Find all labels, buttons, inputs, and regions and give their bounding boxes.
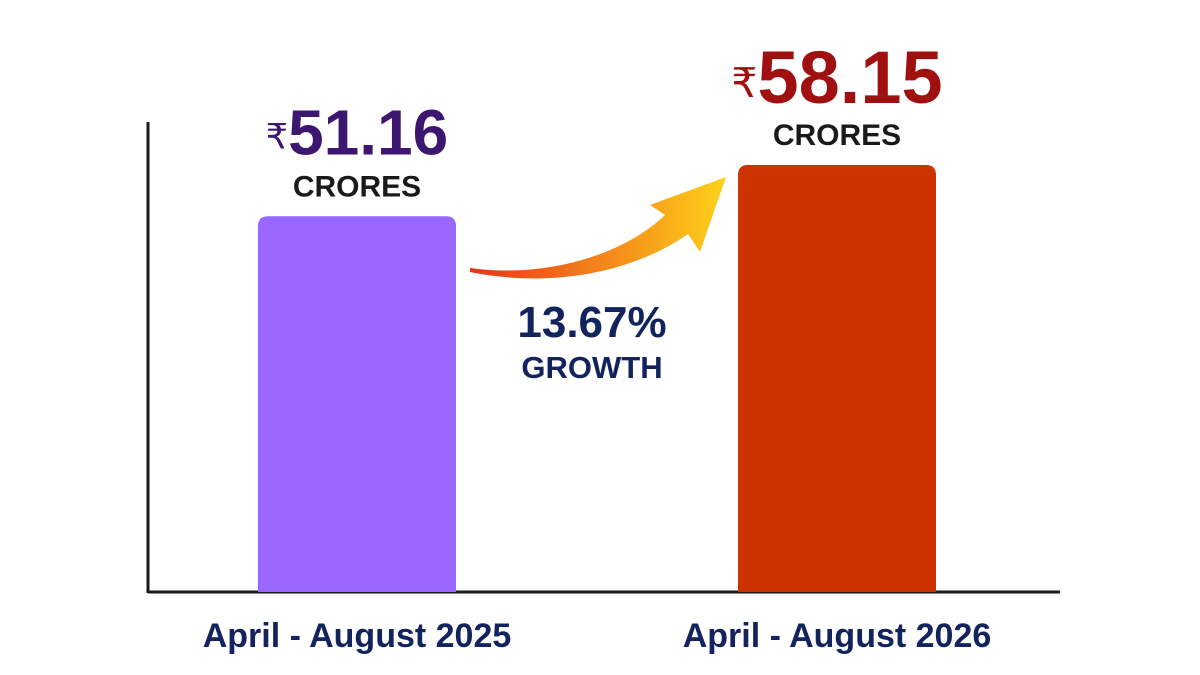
growth-text-label: GROWTH [521,350,662,385]
x-tick-label: April - August 2025 [203,617,512,655]
bar-value-label: ₹58.15 [731,36,942,119]
bar [258,216,456,592]
value-number: 51.16 [288,96,448,168]
bar [738,164,936,592]
growth-percent-label: 13.67% [517,298,666,347]
bar-unit-label: CRORES [773,119,901,152]
bar-unit-label: CRORES [293,170,421,203]
rupee-symbol: ₹ [266,117,288,157]
growth-arrow-icon [470,177,726,279]
value-number: 58.15 [757,36,942,119]
x-tick-label: April - August 2026 [683,617,992,655]
bars [258,164,936,592]
bar-value-label: ₹51.16 [266,96,448,168]
rupee-symbol: ₹ [731,59,757,107]
